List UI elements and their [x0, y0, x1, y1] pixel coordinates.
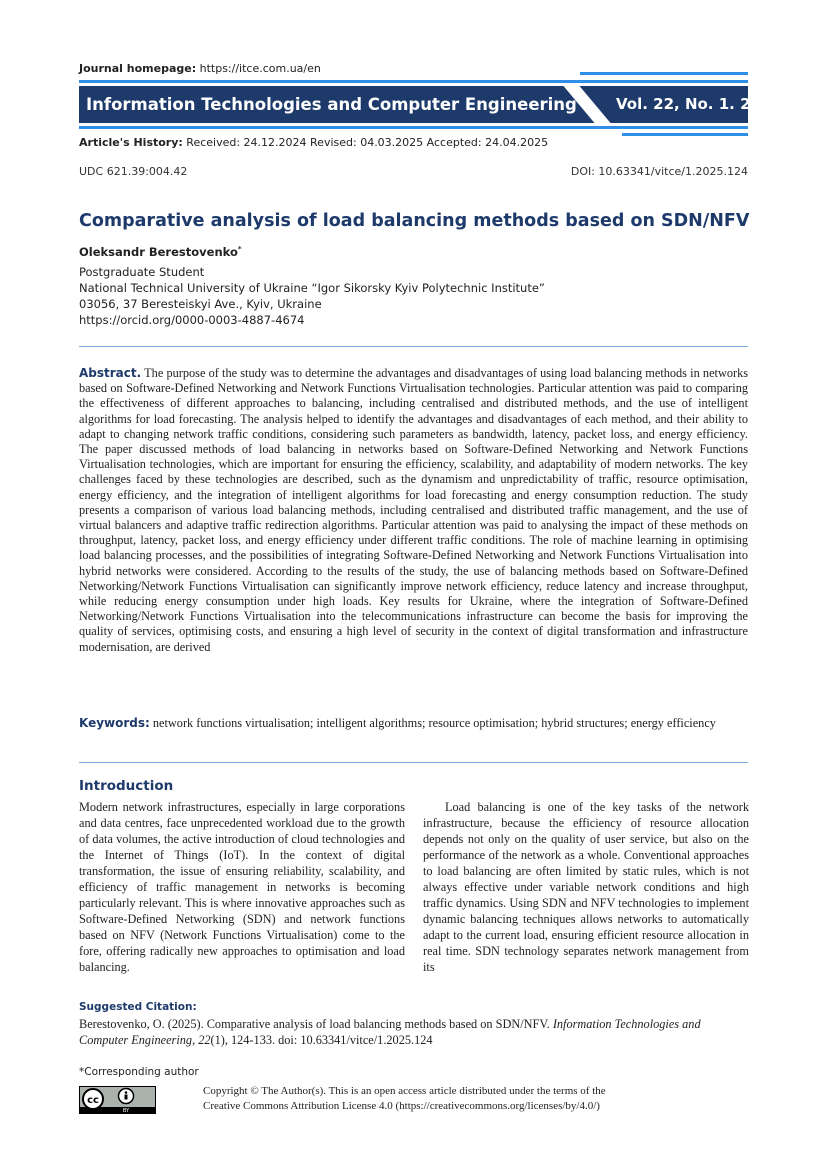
- orcid-link[interactable]: https://orcid.org/0000-0003-4887-4674: [79, 313, 305, 327]
- decorative-rule: [622, 133, 748, 136]
- institution: National Technical University of Ukraine…: [79, 281, 545, 295]
- history-dates: Received: 24.12.2024 Revised: 04.03.2025…: [186, 136, 549, 149]
- keywords: Keywords: network functions virtualisati…: [79, 716, 748, 731]
- intro-column-right: Load balancing is one of the key tasks o…: [423, 800, 749, 974]
- homepage-link[interactable]: https://itce.com.ua/en: [199, 62, 321, 75]
- cc-by-icon: cc BY: [80, 1087, 155, 1114]
- corresponding-mark: *: [237, 245, 242, 254]
- address: 03056, 37 Beresteiskyi Ave., Kyiv, Ukrai…: [79, 297, 322, 311]
- article-title: Comparative analysis of load balancing m…: [79, 211, 750, 231]
- citation-heading: Suggested Citation:: [79, 1001, 197, 1013]
- divider: [79, 346, 748, 347]
- author: Oleksandr Berestovenko: [79, 245, 238, 259]
- keywords-text: network functions virtualisation; intell…: [152, 716, 716, 730]
- journal-banner: [79, 86, 748, 123]
- decorative-rule: [580, 72, 748, 75]
- doi: DOI: 10.63341/vitce/1.2025.124: [570, 165, 748, 178]
- journal-volume: Vol. 22, No. 1. 2025: [616, 95, 782, 113]
- suggested-citation: Berestovenko, O. (2025). Comparative ana…: [79, 1017, 701, 1047]
- copyright-notice: Copyright © The Author(s). This is an op…: [203, 1084, 606, 1113]
- decorative-rule: [79, 80, 748, 83]
- intro-column-left: Modern network infrastructures, especial…: [79, 800, 405, 974]
- author-name: Oleksandr Berestovenko*: [79, 245, 242, 259]
- article-history: Article's History: Received: 24.12.2024 …: [79, 136, 548, 149]
- divider: [79, 762, 748, 763]
- svg-text:BY: BY: [123, 1108, 130, 1113]
- journal-title: Information Technologies and Computer En…: [86, 95, 577, 114]
- udc: UDC 621.39:004.42: [79, 165, 188, 178]
- svg-text:cc: cc: [87, 1095, 99, 1106]
- section-heading: Introduction: [79, 778, 174, 794]
- citation-text: Berestovenko, O. (2025). Comparative ana…: [79, 1017, 553, 1031]
- license-text: Creative Commons Attribution License 4.0…: [203, 1099, 600, 1112]
- homepage-label: Journal homepage:: [79, 62, 197, 75]
- copyright-text: Copyright © The Author(s). This is an op…: [203, 1085, 606, 1097]
- history-label: Article's History:: [79, 136, 183, 149]
- journal-homepage: Journal homepage: https://itce.com.ua/en: [79, 62, 321, 75]
- citation-pages-doi: (1), 124-133. doi: 10.63341/vitce/1.2025…: [210, 1033, 433, 1047]
- corresponding-author-note: *Corresponding author: [79, 1066, 199, 1078]
- keywords-label: Keywords:: [79, 716, 150, 730]
- cc-by-license-badge[interactable]: cc BY: [79, 1086, 156, 1114]
- decorative-rule: [79, 126, 748, 129]
- abstract-label: Abstract.: [79, 366, 142, 380]
- affiliation: Postgraduate Student National Technical …: [79, 264, 545, 328]
- citation-journal: Information Technologies and Computer En…: [79, 1017, 701, 1047]
- abstract: Abstract. The purpose of the study was t…: [79, 366, 748, 655]
- position: Postgraduate Student: [79, 265, 205, 279]
- citation-volume: 22: [198, 1033, 211, 1047]
- abstract-text: The purpose of the study was to determin…: [79, 366, 749, 654]
